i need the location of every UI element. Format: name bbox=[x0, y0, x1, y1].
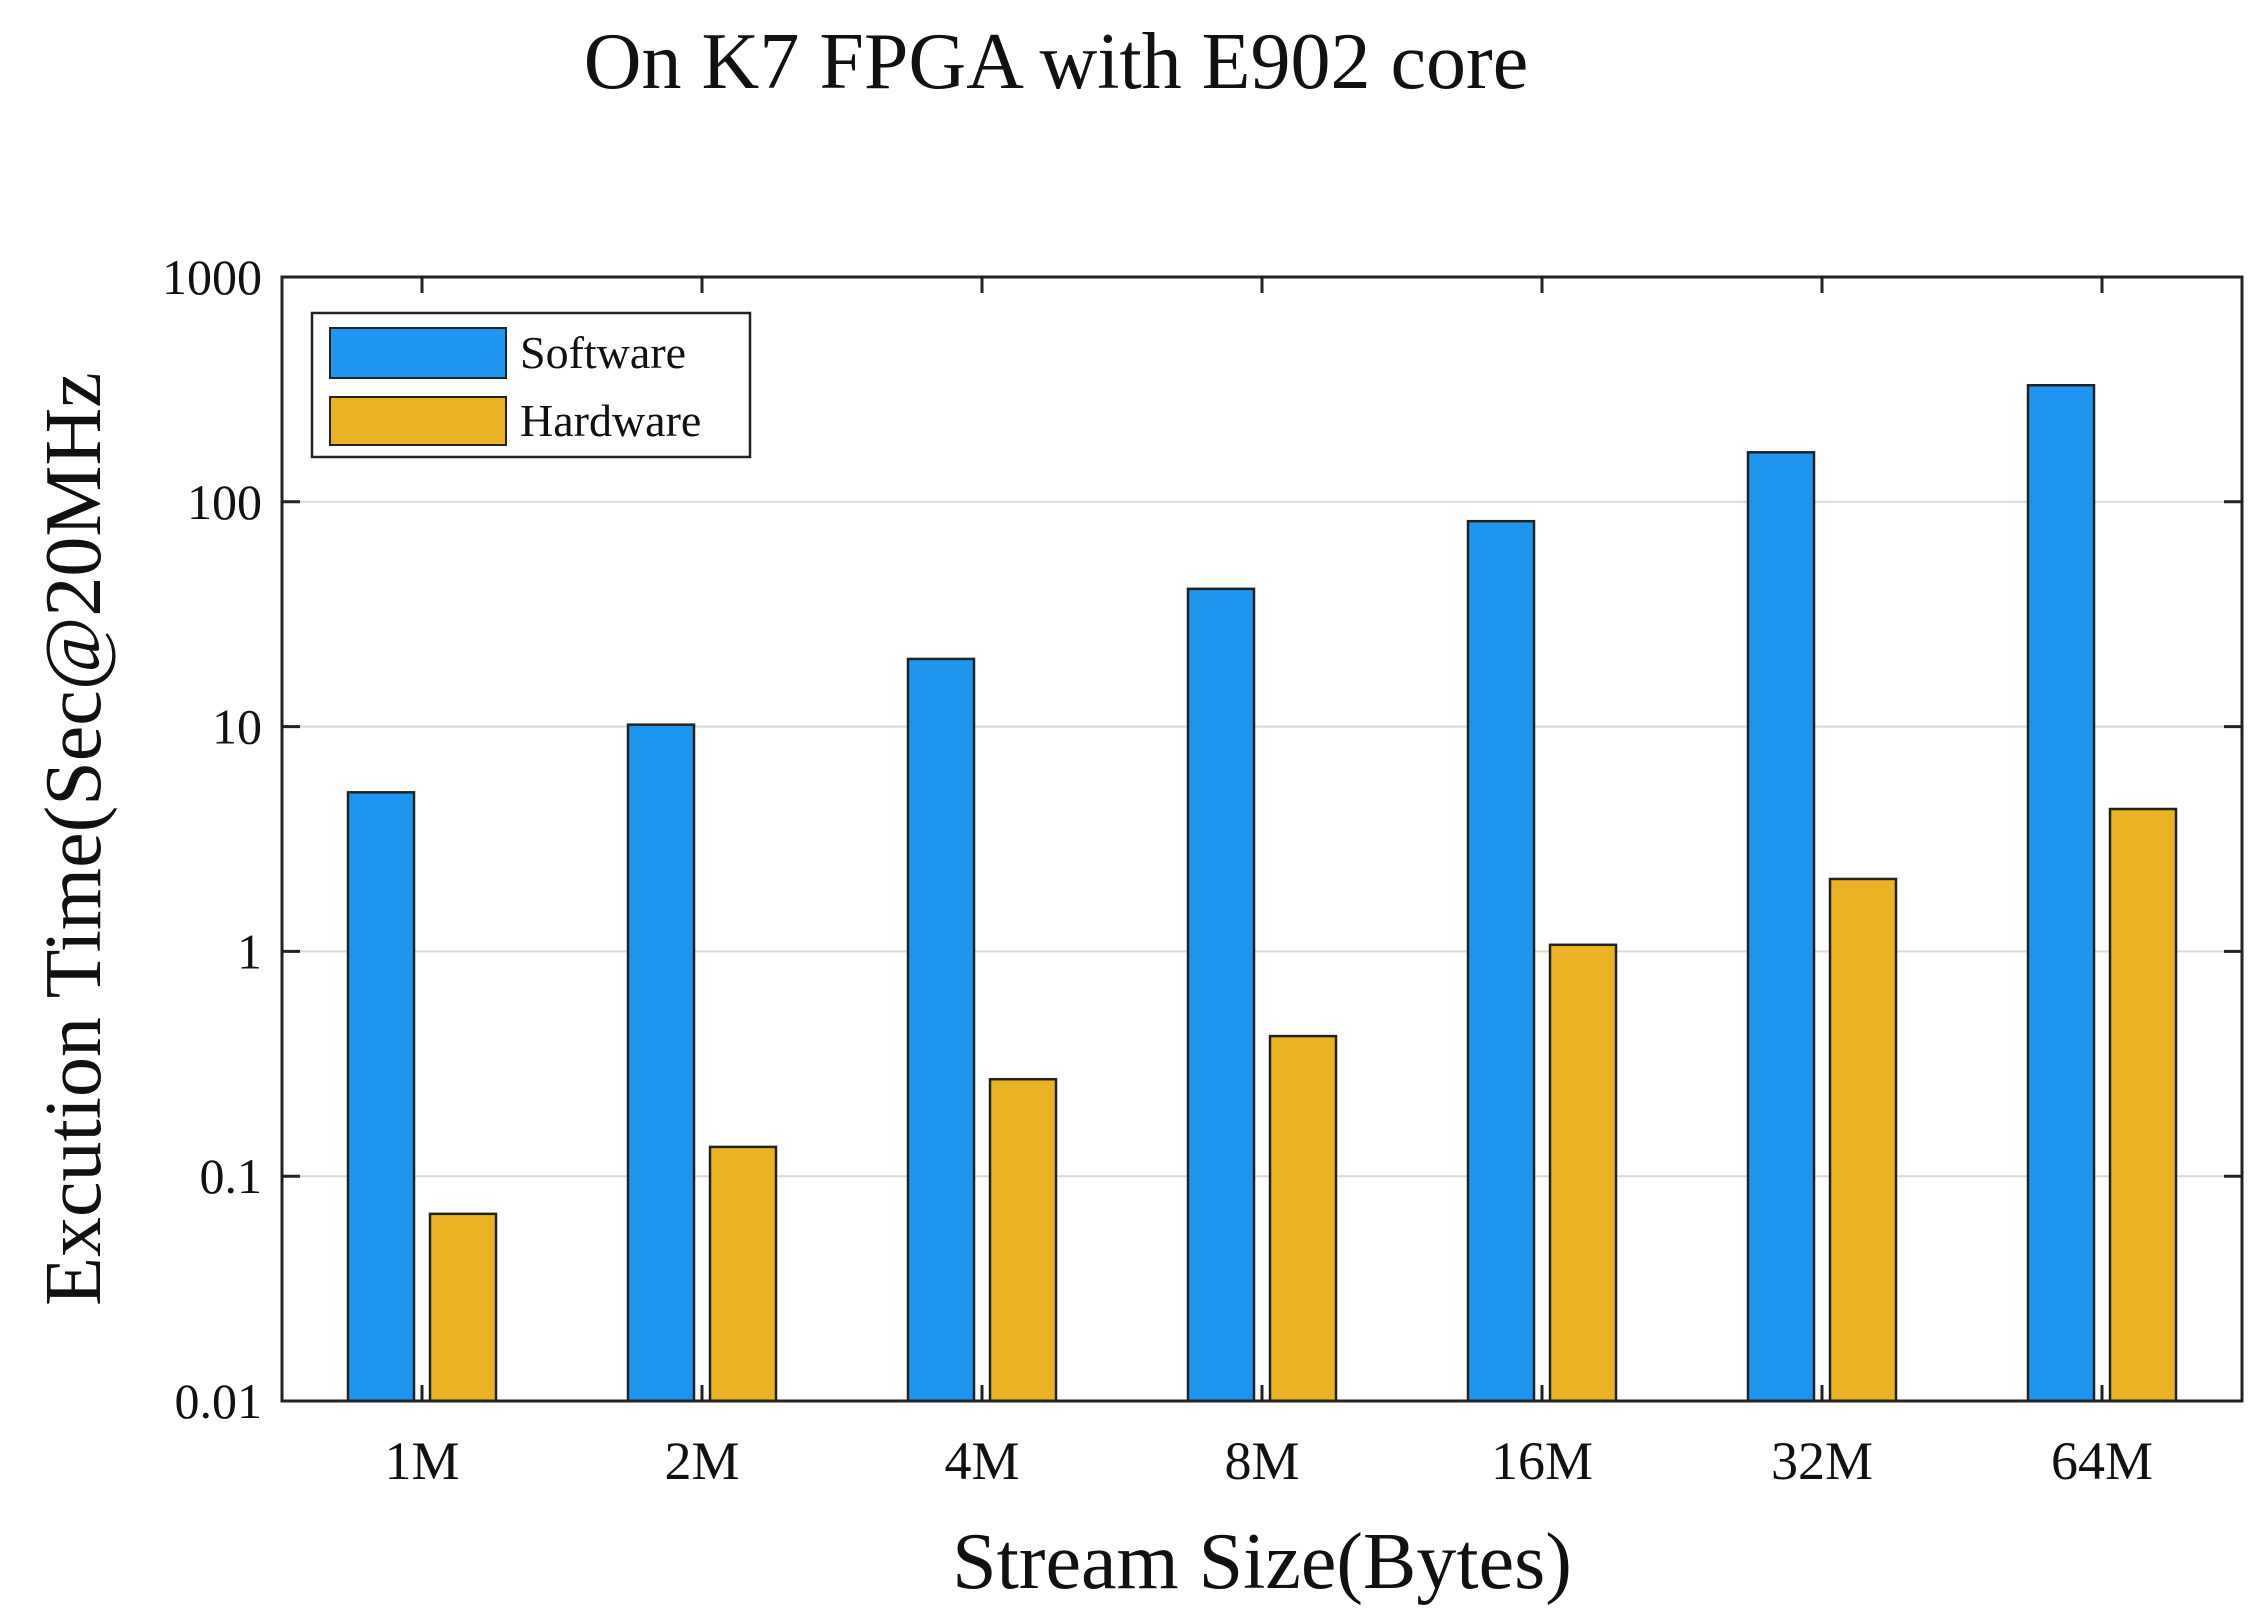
bar-hardware-8M bbox=[1268, 1034, 1338, 1403]
bar-software-1M bbox=[346, 791, 416, 1403]
bar-hardware-1M bbox=[428, 1212, 498, 1403]
x-tick-label: 64M bbox=[2051, 1431, 2153, 1491]
legend-swatch-software bbox=[329, 327, 507, 379]
bar-software-16M bbox=[1466, 519, 1536, 1403]
y-tick-labels: 0.01 0.1 1 10 100 1000 bbox=[162, 249, 262, 1429]
y-tick-label: 0.1 bbox=[200, 1148, 263, 1204]
gridlines bbox=[282, 500, 2242, 1178]
bar-hardware-64M bbox=[2108, 807, 2178, 1403]
y-tick-label: 10 bbox=[212, 699, 262, 755]
y-axis-label: Excution Time(Sec@20MHz bbox=[30, 372, 118, 1306]
legend-label-software: Software bbox=[520, 327, 686, 378]
legend-label-hardware: Hardware bbox=[520, 395, 701, 446]
x-axis-label: Stream Size(Bytes) bbox=[952, 1518, 1572, 1606]
bar-software-32M bbox=[1746, 451, 1816, 1403]
bar-hardware-2M bbox=[708, 1145, 778, 1403]
bar-software-2M bbox=[626, 723, 696, 1403]
bar-hardware-32M bbox=[1828, 877, 1898, 1403]
chart-title: On K7 FPGA with E902 core bbox=[584, 18, 1528, 106]
x-tick-label: 32M bbox=[1771, 1431, 1873, 1491]
legend: Software Hardware bbox=[310, 311, 752, 459]
plot-area bbox=[282, 277, 2242, 1401]
bar-software-4M bbox=[906, 657, 976, 1403]
x-tick-label: 2M bbox=[664, 1431, 739, 1491]
y-tick-label: 1 bbox=[237, 923, 262, 979]
x-tick-label: 8M bbox=[1224, 1431, 1299, 1491]
bar-hardware-4M bbox=[988, 1077, 1058, 1403]
y-tick-label: 0.01 bbox=[175, 1373, 263, 1429]
bar-hardware-16M bbox=[1548, 943, 1618, 1403]
bar-software-8M bbox=[1186, 587, 1256, 1403]
x-tick-labels: 1M 2M 4M 8M 16M 32M 64M bbox=[384, 1431, 2153, 1491]
bar-software-64M bbox=[2026, 383, 2096, 1403]
x-tick-label: 4M bbox=[944, 1431, 1019, 1491]
y-tick-label: 1000 bbox=[162, 249, 262, 305]
axis-ticks bbox=[282, 275, 2242, 1403]
y-tick-label: 100 bbox=[187, 474, 262, 530]
x-tick-label: 16M bbox=[1491, 1431, 1593, 1491]
legend-swatch-hardware bbox=[329, 396, 507, 446]
bars bbox=[346, 383, 2178, 1403]
x-tick-label: 1M bbox=[384, 1431, 459, 1491]
